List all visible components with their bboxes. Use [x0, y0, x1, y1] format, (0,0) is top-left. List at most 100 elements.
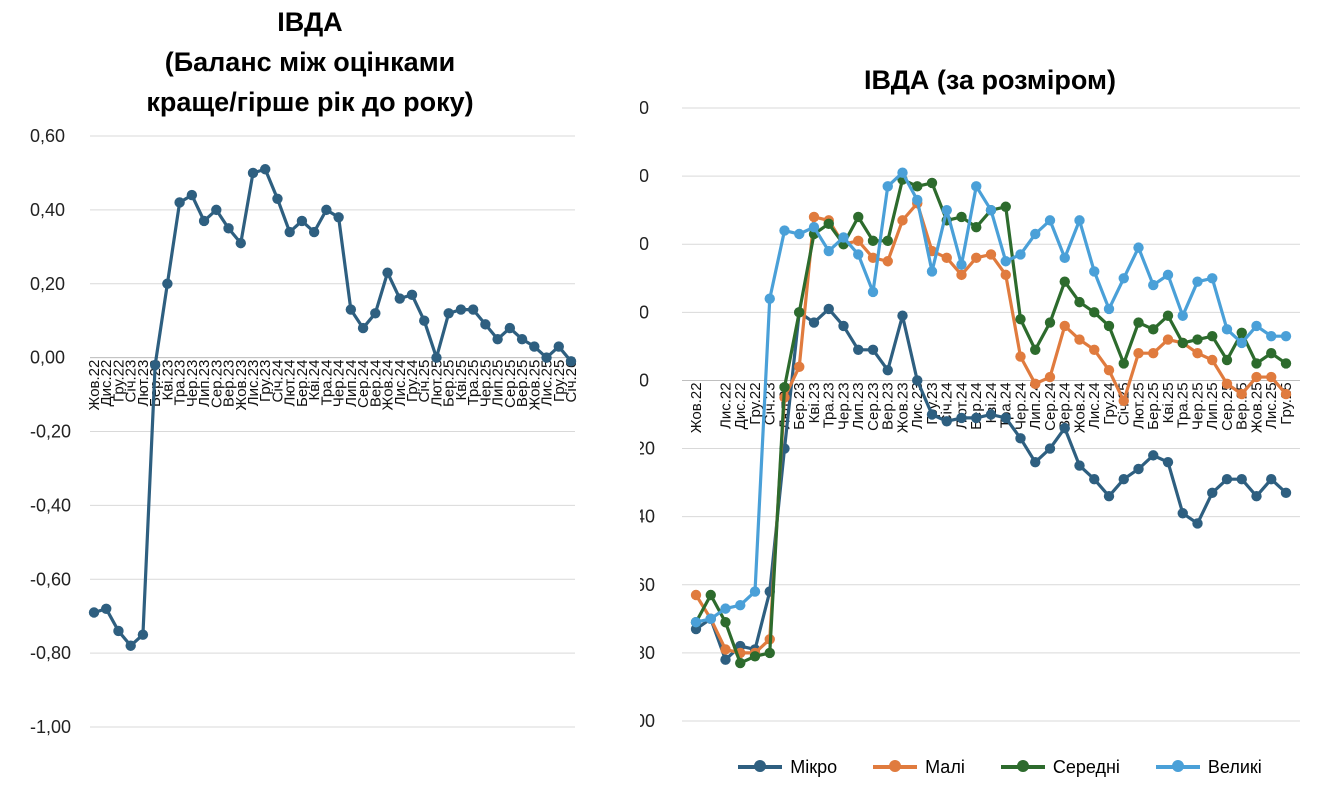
data-point — [284, 226, 295, 238]
x-tick-label: Жов.23 — [233, 360, 250, 411]
data-point — [1236, 337, 1247, 349]
chart-right: ІВДА (за розміром) 0,80 0,60 0,40 0,20 0,00 -… — [640, 0, 1320, 796]
data-point — [1177, 337, 1188, 349]
data-point — [912, 194, 923, 206]
data-point — [1030, 228, 1041, 240]
data-point — [1074, 296, 1085, 308]
x-tick-label: Жов.24 — [1072, 382, 1089, 433]
data-point — [779, 225, 790, 236]
data-point — [971, 181, 982, 192]
y-tick-label: -0,40 — [640, 507, 655, 527]
y-tick-label: -1,00 — [30, 717, 71, 737]
data-point — [321, 204, 332, 216]
data-point — [897, 215, 908, 226]
data-point — [985, 204, 997, 216]
x-tick-label: Гру.24 — [1101, 382, 1118, 424]
data-point — [720, 644, 731, 655]
data-point — [853, 211, 864, 223]
x-tick-label: Тра.23 — [821, 382, 838, 428]
x-tick-label: Тра.23 — [172, 360, 189, 406]
data-point — [1103, 491, 1115, 502]
data-point — [174, 197, 185, 208]
data-point — [823, 245, 834, 257]
data-point — [1266, 371, 1277, 383]
x-tick-label: Лип.24 — [343, 360, 360, 407]
data-point — [443, 308, 454, 319]
data-point — [1103, 320, 1115, 332]
y-tick-label: 0,20 — [30, 274, 65, 294]
x-tick-label: Лип.25 — [490, 360, 507, 407]
data-point — [720, 617, 731, 628]
data-point — [333, 212, 344, 223]
x-tick-label: Гру.24 — [404, 360, 421, 402]
data-point — [1177, 508, 1188, 519]
data-point — [1207, 487, 1218, 499]
data-point — [749, 586, 761, 597]
data-point — [838, 320, 849, 332]
data-point — [223, 223, 234, 234]
y-tick-label: 0,60 — [30, 126, 65, 146]
data-point — [125, 640, 136, 651]
x-tick-label: Тра.24 — [318, 360, 335, 406]
data-point — [705, 589, 716, 601]
data-point — [867, 344, 879, 355]
data-point — [137, 629, 149, 640]
data-point — [956, 269, 967, 281]
data-point — [882, 181, 893, 192]
data-point — [941, 252, 952, 264]
data-point — [467, 304, 479, 315]
x-tick-label: Лис.25 — [1263, 382, 1280, 429]
data-point — [926, 409, 938, 420]
x-tick-label: Чер.23 — [836, 382, 853, 430]
data-point — [198, 215, 210, 227]
data-point — [882, 365, 893, 376]
x-tick-label: Лис.23 — [245, 360, 262, 407]
legend-label: Мікро — [790, 756, 838, 777]
data-point — [1207, 354, 1218, 366]
data-point — [1000, 256, 1011, 267]
data-point — [1236, 388, 1247, 400]
data-point — [1280, 330, 1292, 342]
data-point — [186, 189, 198, 201]
x-tick-label: Вер.24 — [367, 360, 384, 408]
x-tick-label: Сер.25 — [502, 360, 519, 408]
data-point — [853, 344, 864, 355]
data-point — [1015, 433, 1026, 444]
data-point — [1177, 310, 1188, 321]
x-tick-label: Бер.25 — [441, 360, 458, 407]
x-tick-label: Лис.24 — [1086, 382, 1103, 429]
data-point — [1044, 215, 1056, 226]
data-point — [247, 167, 259, 179]
legend-item: Великі — [1155, 752, 1262, 782]
x-tick-label: Гру.22 — [110, 360, 127, 402]
data-point — [1251, 371, 1262, 383]
data-point — [971, 252, 982, 264]
x-tick-label: Січ.23 — [123, 360, 140, 403]
data-point — [941, 416, 952, 427]
x-tick-label: Чер.24 — [331, 360, 348, 408]
data-point — [823, 303, 834, 315]
x-tick-label: Жов.25 — [526, 360, 543, 411]
x-tick-label: Лип.23 — [850, 382, 867, 429]
data-point — [1280, 358, 1292, 369]
data-point — [357, 322, 369, 334]
x-tick-label: Лип.23 — [196, 360, 213, 407]
data-point — [764, 647, 775, 659]
data-point — [985, 249, 997, 260]
data-point — [1280, 388, 1292, 400]
data-point — [1000, 412, 1011, 424]
data-point — [272, 193, 283, 204]
data-point — [1192, 334, 1203, 345]
y-tick-label: -0,20 — [640, 439, 655, 459]
x-tick-label: Січ.24 — [939, 382, 956, 425]
data-point — [406, 289, 418, 301]
x-tick-label: Дис.22 — [98, 360, 115, 407]
data-point — [235, 237, 246, 249]
data-point — [1251, 491, 1262, 502]
data-point — [1266, 330, 1277, 342]
data-point — [1000, 269, 1011, 281]
x-tick-label: Жов.23 — [895, 382, 912, 433]
data-point — [867, 235, 879, 247]
data-point — [867, 252, 879, 264]
x-tick-label: Кві.25 — [453, 360, 470, 401]
